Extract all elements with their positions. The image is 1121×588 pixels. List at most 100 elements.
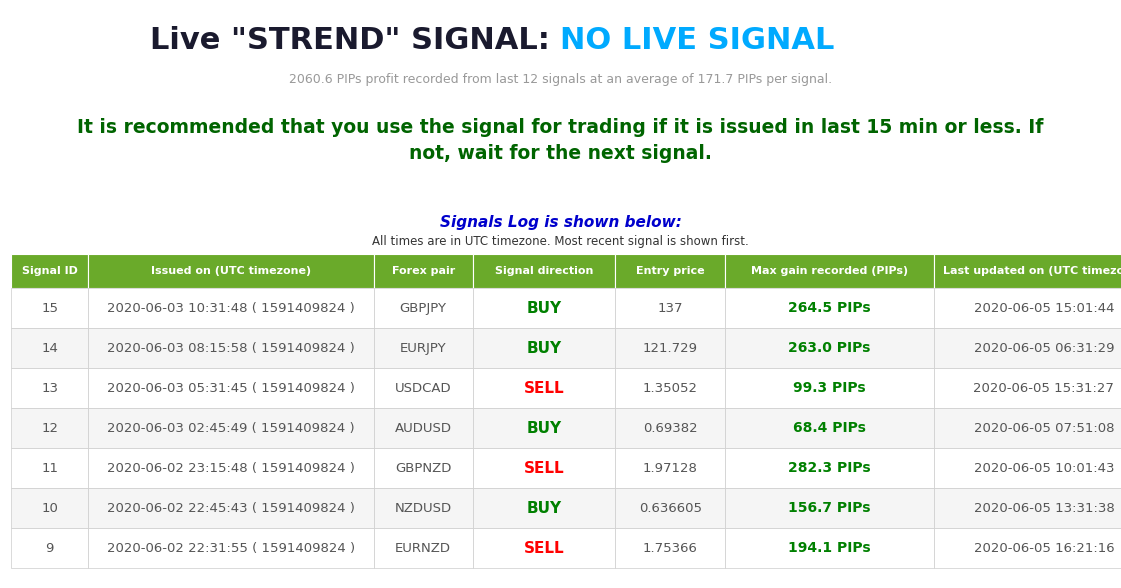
FancyBboxPatch shape (89, 488, 373, 528)
Text: 121.729: 121.729 (642, 342, 698, 355)
FancyBboxPatch shape (89, 368, 373, 408)
FancyBboxPatch shape (373, 528, 473, 568)
FancyBboxPatch shape (373, 368, 473, 408)
FancyBboxPatch shape (11, 448, 89, 488)
Text: 2060.6 PIPs profit recorded from last 12 signals at an average of 171.7 PIPs per: 2060.6 PIPs profit recorded from last 12… (289, 74, 832, 86)
FancyBboxPatch shape (725, 528, 934, 568)
FancyBboxPatch shape (11, 254, 89, 288)
Text: 264.5 PIPs: 264.5 PIPs (788, 301, 871, 315)
Text: 99.3 PIPs: 99.3 PIPs (794, 381, 865, 395)
FancyBboxPatch shape (373, 254, 473, 288)
Text: Live "STREND" SIGNAL:: Live "STREND" SIGNAL: (150, 26, 560, 55)
Text: EURJPY: EURJPY (400, 342, 446, 355)
FancyBboxPatch shape (934, 488, 1121, 528)
Text: 68.4 PIPs: 68.4 PIPs (794, 421, 867, 435)
Text: BUY: BUY (527, 300, 562, 316)
Text: Issued on (UTC timezone): Issued on (UTC timezone) (151, 266, 311, 276)
Text: 137: 137 (658, 302, 683, 315)
Text: BUY: BUY (527, 340, 562, 356)
Text: GBPNZD: GBPNZD (395, 462, 452, 475)
Text: Signal direction: Signal direction (494, 266, 593, 276)
FancyBboxPatch shape (89, 288, 373, 328)
Text: 2020-06-03 05:31:45 ( 1591409824 ): 2020-06-03 05:31:45 ( 1591409824 ) (106, 382, 355, 395)
Text: BUY: BUY (527, 420, 562, 436)
FancyBboxPatch shape (473, 328, 615, 368)
FancyBboxPatch shape (89, 328, 373, 368)
FancyBboxPatch shape (934, 288, 1121, 328)
FancyBboxPatch shape (725, 328, 934, 368)
Text: 2020-06-03 08:15:58 ( 1591409824 ): 2020-06-03 08:15:58 ( 1591409824 ) (106, 342, 355, 355)
Text: 2020-06-05 07:51:08: 2020-06-05 07:51:08 (974, 422, 1114, 435)
Text: Last updated on (UTC timezone): Last updated on (UTC timezone) (943, 266, 1121, 276)
FancyBboxPatch shape (473, 408, 615, 448)
FancyBboxPatch shape (725, 448, 934, 488)
FancyBboxPatch shape (934, 254, 1121, 288)
Text: 2020-06-02 22:45:43 ( 1591409824 ): 2020-06-02 22:45:43 ( 1591409824 ) (106, 502, 355, 514)
Text: 156.7 PIPs: 156.7 PIPs (788, 501, 871, 515)
Text: 2020-06-05 10:01:43: 2020-06-05 10:01:43 (974, 462, 1114, 475)
Text: 1.75366: 1.75366 (643, 542, 697, 554)
Text: 9: 9 (46, 542, 54, 554)
FancyBboxPatch shape (615, 288, 725, 328)
Text: 2020-06-02 23:15:48 ( 1591409824 ): 2020-06-02 23:15:48 ( 1591409824 ) (106, 462, 355, 475)
FancyBboxPatch shape (373, 488, 473, 528)
Text: 2020-06-03 02:45:49 ( 1591409824 ): 2020-06-03 02:45:49 ( 1591409824 ) (108, 422, 354, 435)
Text: 15: 15 (41, 302, 58, 315)
Text: USDCAD: USDCAD (395, 382, 452, 395)
FancyBboxPatch shape (615, 408, 725, 448)
Text: 2020-06-05 13:31:38: 2020-06-05 13:31:38 (973, 502, 1114, 514)
Text: 2020-06-05 15:31:27: 2020-06-05 15:31:27 (973, 382, 1114, 395)
FancyBboxPatch shape (934, 448, 1121, 488)
FancyBboxPatch shape (11, 328, 89, 368)
Text: NZDUSD: NZDUSD (395, 502, 452, 514)
Text: 2020-06-03 10:31:48 ( 1591409824 ): 2020-06-03 10:31:48 ( 1591409824 ) (106, 302, 355, 315)
Text: 12: 12 (41, 422, 58, 435)
FancyBboxPatch shape (11, 368, 89, 408)
FancyBboxPatch shape (473, 528, 615, 568)
Text: SELL: SELL (524, 540, 564, 556)
FancyBboxPatch shape (725, 288, 934, 328)
FancyBboxPatch shape (89, 408, 373, 448)
Text: 2020-06-02 22:31:55 ( 1591409824 ): 2020-06-02 22:31:55 ( 1591409824 ) (106, 542, 355, 554)
FancyBboxPatch shape (373, 328, 473, 368)
FancyBboxPatch shape (473, 488, 615, 528)
Text: Forex pair: Forex pair (391, 266, 455, 276)
FancyBboxPatch shape (11, 528, 89, 568)
FancyBboxPatch shape (725, 488, 934, 528)
FancyBboxPatch shape (373, 408, 473, 448)
FancyBboxPatch shape (373, 288, 473, 328)
Text: BUY: BUY (527, 500, 562, 516)
FancyBboxPatch shape (89, 448, 373, 488)
FancyBboxPatch shape (11, 288, 89, 328)
FancyBboxPatch shape (725, 254, 934, 288)
FancyBboxPatch shape (11, 488, 89, 528)
Text: SELL: SELL (524, 380, 564, 396)
FancyBboxPatch shape (473, 288, 615, 328)
FancyBboxPatch shape (615, 488, 725, 528)
Text: 2020-06-05 06:31:29: 2020-06-05 06:31:29 (974, 342, 1114, 355)
FancyBboxPatch shape (934, 528, 1121, 568)
FancyBboxPatch shape (934, 408, 1121, 448)
FancyBboxPatch shape (934, 328, 1121, 368)
FancyBboxPatch shape (373, 448, 473, 488)
Text: 2020-06-05 15:01:44: 2020-06-05 15:01:44 (974, 302, 1114, 315)
Text: AUDUSD: AUDUSD (395, 422, 452, 435)
FancyBboxPatch shape (725, 368, 934, 408)
FancyBboxPatch shape (615, 254, 725, 288)
FancyBboxPatch shape (473, 368, 615, 408)
Text: Max gain recorded (PIPs): Max gain recorded (PIPs) (751, 266, 908, 276)
FancyBboxPatch shape (615, 448, 725, 488)
Text: 10: 10 (41, 502, 58, 514)
FancyBboxPatch shape (615, 368, 725, 408)
Text: 0.636605: 0.636605 (639, 502, 702, 514)
Text: 1.35052: 1.35052 (642, 382, 698, 395)
Text: 1.97128: 1.97128 (643, 462, 697, 475)
FancyBboxPatch shape (473, 448, 615, 488)
Text: Signals Log is shown below:: Signals Log is shown below: (439, 215, 682, 230)
FancyBboxPatch shape (615, 328, 725, 368)
Text: All times are in UTC timezone. Most recent signal is shown first.: All times are in UTC timezone. Most rece… (372, 235, 749, 248)
Text: 0.69382: 0.69382 (643, 422, 697, 435)
FancyBboxPatch shape (89, 528, 373, 568)
FancyBboxPatch shape (89, 254, 373, 288)
FancyBboxPatch shape (473, 254, 615, 288)
